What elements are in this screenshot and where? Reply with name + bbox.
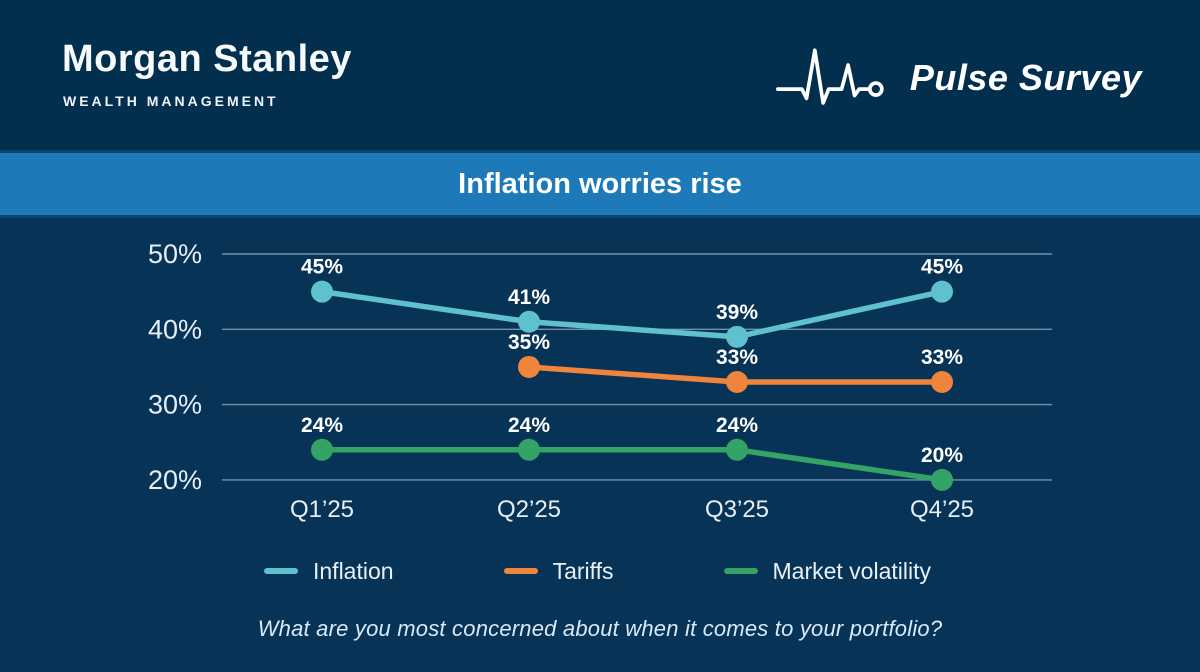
survey-question: What are you most concerned about when i… (257, 616, 943, 641)
data-point-value-label: 45% (921, 256, 963, 279)
data-point-value-label: 24% (508, 414, 550, 437)
y-axis-tick-label: 20% (148, 465, 202, 495)
legend-label: Inflation (313, 557, 394, 584)
data-point-value-label: 24% (716, 414, 758, 437)
footer: What are you most concerned about when i… (0, 616, 1200, 642)
x-axis-category-label: Q4’25 (910, 496, 974, 523)
y-axis-tick-label: 40% (148, 314, 202, 344)
pulse-survey-title: Pulse Survey (909, 57, 1142, 98)
series-line-market-volatility (319, 447, 945, 483)
legend-item-inflation: Inflation (264, 558, 394, 585)
legend-label: Market volatility (772, 557, 931, 584)
chart-title-banner: Inflation worries rise (0, 150, 1200, 218)
data-point-value-label: 41% (508, 286, 550, 309)
data-point (726, 371, 748, 394)
data-point (726, 438, 748, 461)
data-point-value-label: 24% (301, 414, 343, 437)
x-axis-category-label: Q2’25 (497, 496, 561, 523)
legend-swatch (264, 568, 298, 574)
legend-item-tariffs: Tariffs (503, 557, 614, 585)
y-axis-tick-label: 30% (148, 390, 202, 420)
brand-logo: Morgan Stanley (62, 38, 352, 80)
data-point (518, 438, 540, 461)
data-point (311, 438, 333, 461)
pulse-survey-lockup: Pulse Survey (775, 40, 1142, 116)
y-axis-tick-label: 50% (148, 239, 202, 269)
brand-division-label: WEALTH MANAGEMENT (63, 93, 279, 109)
chart-title: Inflation worries rise (458, 167, 742, 200)
legend-item-market-volatility: Market volatility (723, 557, 931, 585)
data-point (726, 325, 748, 348)
data-point (931, 468, 953, 491)
chart-legend: Inflation Tariffs Market volatility (264, 556, 931, 586)
x-axis-category-label: Q1’25 (290, 496, 354, 523)
data-point (931, 371, 953, 394)
header: Morgan Stanley WEALTH MANAGEMENT Pulse S… (0, 0, 1200, 150)
data-point (518, 355, 540, 378)
data-point-value-label: 45% (301, 256, 343, 279)
line-chart: 50% 40% 30% 20% Q1’25 Q2’25 Q3’25 Q4’25 45% 41% 39… (148, 239, 1052, 523)
legend-label: Tariffs (552, 557, 614, 584)
x-axis-category-label: Q3’25 (705, 496, 769, 523)
series-line-inflation (319, 288, 945, 340)
heartbeat-pulse-icon (775, 48, 884, 105)
data-point-value-label: 20% (921, 444, 963, 467)
data-point (311, 280, 333, 303)
legend-swatch (503, 568, 538, 574)
data-point-value-label: 35% (508, 331, 550, 354)
data-point-value-label: 39% (716, 301, 758, 324)
legend-swatch (723, 568, 758, 574)
data-point (518, 310, 540, 333)
data-point-value-label: 33% (716, 346, 758, 369)
data-point-value-label: 33% (921, 346, 963, 369)
data-point (931, 280, 953, 303)
